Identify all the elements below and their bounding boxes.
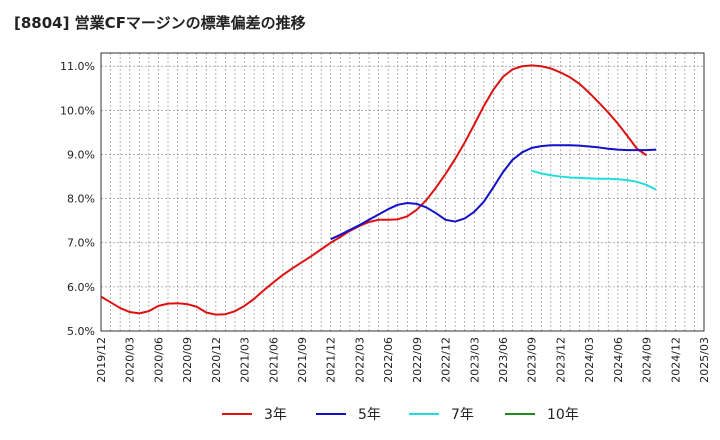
x-tick-label: 2023/12 bbox=[554, 337, 567, 383]
x-tick-label: 2023/06 bbox=[497, 337, 510, 383]
x-tick-label: 2021/06 bbox=[267, 337, 280, 383]
y-tick-label: 10.0% bbox=[60, 104, 95, 117]
series-line bbox=[531, 169, 657, 191]
x-tick-label: 2024/12 bbox=[669, 337, 682, 383]
x-tick-label: 2019/12 bbox=[95, 337, 108, 383]
series-line bbox=[100, 64, 648, 316]
x-tick-label: 2023/03 bbox=[468, 337, 481, 383]
x-tick-label: 2024/06 bbox=[612, 337, 625, 383]
x-tick-label: 2022/06 bbox=[382, 337, 395, 383]
y-tick-label: 8.0% bbox=[67, 193, 95, 206]
x-tick-label: 2022/12 bbox=[440, 337, 453, 383]
x-tick-label: 2022/03 bbox=[353, 337, 366, 383]
series-line bbox=[330, 144, 657, 241]
legend-label: 10年 bbox=[547, 407, 579, 423]
x-tick-label: 2021/03 bbox=[239, 337, 252, 383]
x-tick-label: 2024/09 bbox=[641, 337, 654, 383]
x-tick-label: 2022/09 bbox=[411, 337, 424, 383]
x-tick-label: 2024/03 bbox=[583, 337, 596, 383]
legend-label: 7年 bbox=[451, 407, 474, 423]
x-tick-label: 2020/09 bbox=[181, 337, 194, 383]
x-tick-label: 2020/06 bbox=[152, 337, 165, 383]
y-tick-label: 5.0% bbox=[67, 325, 95, 338]
x-tick-label: 2021/09 bbox=[296, 337, 309, 383]
y-tick-label: 7.0% bbox=[67, 237, 95, 250]
x-tick-label: 2020/12 bbox=[210, 337, 223, 383]
y-tick-label: 6.0% bbox=[67, 281, 95, 294]
y-tick-label: 11.0% bbox=[60, 60, 95, 73]
x-tick-label: 2021/12 bbox=[325, 337, 338, 383]
x-tick-label: 2020/03 bbox=[124, 337, 137, 383]
plot-frame bbox=[100, 52, 705, 332]
chart-title: [8804] 営業CFマージンの標準偏差の推移 bbox=[14, 14, 306, 32]
legend-label: 3年 bbox=[264, 407, 287, 423]
x-tick-label: 2023/09 bbox=[526, 337, 539, 383]
y-tick-label: 9.0% bbox=[67, 148, 95, 161]
x-tick-label: 2025/03 bbox=[698, 337, 711, 383]
plot-area bbox=[101, 53, 704, 331]
legend-label: 5年 bbox=[358, 407, 381, 423]
